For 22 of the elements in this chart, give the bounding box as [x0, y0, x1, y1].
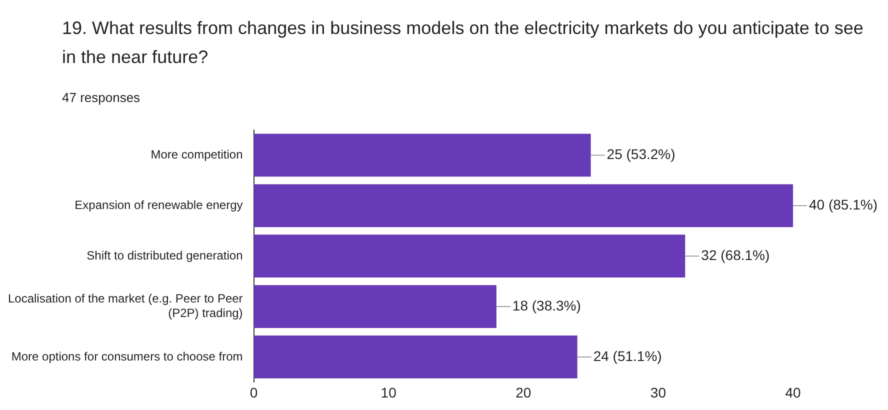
bar — [254, 134, 591, 177]
x-tick-label: 30 — [650, 384, 666, 400]
data-label: 24 (51.1%) — [593, 348, 662, 364]
x-tick-label: 20 — [516, 384, 532, 400]
y-tick-label: More competition — [150, 148, 243, 162]
data-label: 40 (85.1%) — [809, 196, 878, 213]
x-tick-label: 40 — [785, 384, 801, 400]
data-label: 32 (68.1%) — [701, 246, 770, 263]
x-tick-label: 10 — [380, 384, 397, 400]
data-label: 25 (53.2%) — [606, 146, 676, 162]
bar — [254, 184, 793, 228]
bar — [254, 285, 496, 328]
bar — [254, 336, 578, 378]
y-tick-label: More options for consumers to choose from — [11, 349, 243, 364]
x-tick-label: 0 — [250, 384, 258, 400]
y-tick-label: Expansion of renewable energy — [74, 198, 243, 212]
y-tick-label: Localisation of the market (e.g. Peer to Peer (P2P) trading) — [8, 292, 243, 320]
data-label: 18 (38.3%) — [512, 297, 581, 314]
bar — [254, 234, 686, 278]
text: 47 responses — [62, 90, 140, 105]
chart-title: 19. What results from changes in business models on the electricity markets do you anticipate to see in the near future? — [62, 17, 864, 69]
y-tick-label: Shift to distributed generation — [86, 248, 243, 262]
